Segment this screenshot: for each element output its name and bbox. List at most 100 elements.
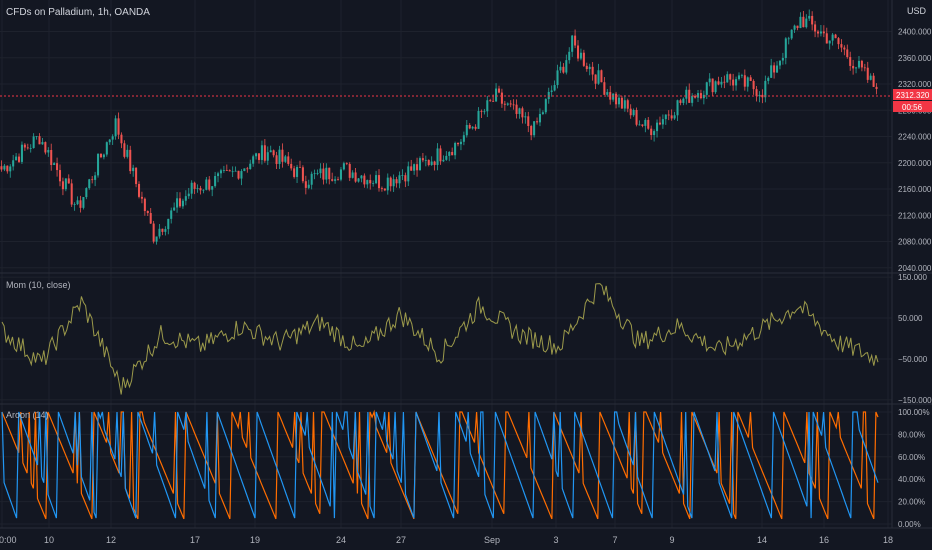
candle-body — [337, 179, 340, 181]
candle-body — [509, 103, 512, 105]
candle-body — [448, 151, 451, 156]
candle-body — [377, 175, 381, 189]
countdown-value: 00:56 — [902, 103, 923, 112]
candle-body — [679, 100, 682, 103]
candle-body — [650, 128, 653, 136]
candle-body — [334, 179, 337, 181]
candle-body — [819, 31, 822, 34]
candle-body — [609, 92, 612, 100]
price-tick-label: 2160.000 — [898, 185, 932, 194]
candle-body — [796, 25, 799, 29]
candle-body — [866, 67, 869, 80]
candle-body — [503, 103, 506, 105]
candle-body — [857, 60, 861, 68]
candle-body — [380, 188, 383, 189]
candle-body — [735, 79, 738, 86]
time-axis[interactable]: 00:00 10 12 17 19 24 27 Sep 3 7 9 14 16 18 — [0, 535, 893, 545]
candle-body — [15, 156, 18, 161]
price-tick-label: 2360.000 — [898, 54, 932, 63]
candle-body — [17, 156, 21, 162]
candle-body — [413, 164, 416, 171]
candle-body — [711, 78, 714, 93]
candle-body — [787, 38, 790, 40]
candle-body — [231, 171, 234, 173]
candle-body — [579, 52, 582, 59]
candle-body — [518, 108, 521, 114]
candle-body — [615, 93, 618, 105]
aroon-down-line — [1, 411, 879, 519]
candle-body — [840, 44, 843, 48]
candle-body — [454, 142, 457, 156]
candle-body — [439, 148, 442, 162]
candle-body — [296, 166, 299, 177]
candle-body — [538, 114, 541, 123]
candle-body — [732, 79, 735, 86]
price-tick-label: 2200.000 — [898, 159, 932, 168]
candle-body — [837, 38, 840, 45]
candle-body — [287, 156, 290, 164]
candle-body — [720, 81, 723, 85]
aroon-tick-label: 60.00% — [898, 453, 925, 462]
candle-body — [588, 66, 591, 70]
candle-body — [790, 29, 793, 39]
candle-body — [298, 166, 302, 168]
candle-body — [427, 159, 430, 165]
candle-body — [433, 161, 436, 165]
candle-body — [99, 153, 102, 158]
candle-body — [208, 179, 211, 190]
aroon-axis[interactable]: 100.00% 80.00% 60.00% 40.00% 20.00% 0.00% — [898, 408, 930, 529]
candle-body — [53, 163, 56, 165]
last-price-value: 2312.320 — [896, 91, 930, 100]
candle-body — [799, 16, 802, 29]
candle-body — [325, 167, 328, 180]
candle-body — [234, 170, 237, 172]
candle-body — [173, 207, 176, 211]
candle-body — [597, 70, 600, 84]
candle-body — [603, 82, 606, 95]
candle-body — [372, 183, 375, 184]
momentum-axis[interactable]: 150.000 50.000 −50.000 −150.000 — [898, 273, 932, 405]
candle-body — [445, 155, 448, 160]
candle-body — [255, 153, 258, 157]
momentum-title[interactable]: Mom (10, close) — [6, 280, 71, 290]
candle-body — [369, 180, 372, 184]
candle-body — [442, 159, 445, 162]
time-tick-label: 17 — [190, 535, 200, 545]
candle-body — [246, 168, 249, 170]
aroon-title[interactable]: Aroon (14) — [6, 410, 49, 420]
candle-body — [284, 156, 287, 162]
candle-body — [319, 168, 322, 174]
candle-body — [88, 179, 91, 189]
candle-body — [644, 119, 647, 126]
time-tick-label: 3 — [553, 535, 558, 545]
candle-body — [863, 67, 866, 69]
candle-body — [814, 24, 817, 32]
currency-label[interactable]: USD — [907, 6, 927, 16]
candle-body — [536, 121, 539, 123]
candle-body — [556, 70, 559, 86]
candle-body — [222, 170, 225, 171]
candle-body — [196, 188, 199, 189]
candle-body — [477, 110, 480, 129]
candle-body — [773, 65, 776, 73]
time-tick-label: 18 — [883, 535, 893, 545]
candle-body — [85, 188, 88, 198]
candle-body — [214, 176, 217, 187]
candle-body — [167, 218, 170, 230]
candle-body — [137, 183, 141, 197]
symbol-title[interactable]: CFDs on Palladium, 1h, OANDA — [6, 7, 150, 18]
candle-body — [831, 34, 834, 41]
candle-body — [176, 198, 179, 208]
candle-body — [23, 144, 26, 148]
candle-body — [410, 166, 413, 171]
candle-body — [635, 109, 638, 125]
candle-body — [852, 65, 855, 69]
candle-body — [530, 125, 533, 136]
candle-body — [667, 114, 670, 116]
candle-body — [202, 189, 205, 191]
candle-body — [849, 57, 852, 66]
candle-body — [740, 75, 743, 77]
candle-body — [164, 229, 167, 232]
